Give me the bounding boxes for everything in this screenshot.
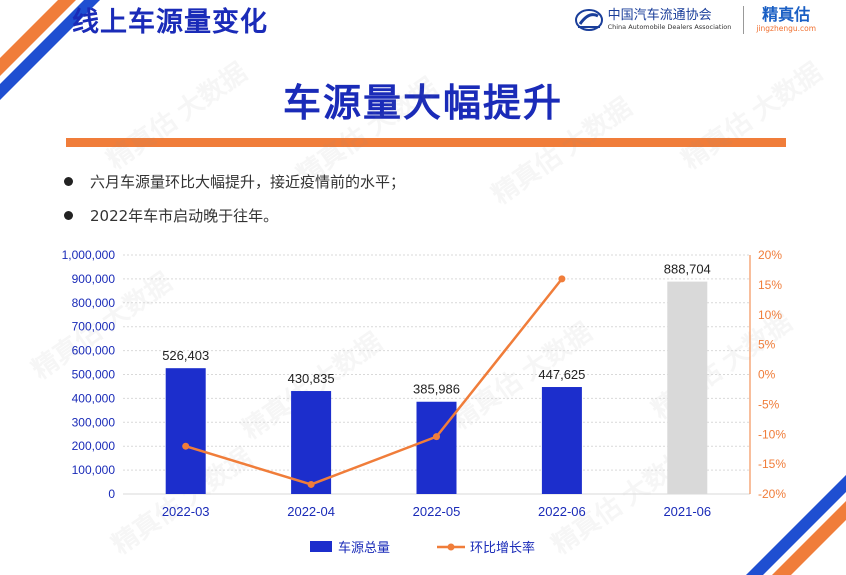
line-series <box>182 275 566 488</box>
org-name: 中国汽车流通协会 <box>607 8 712 23</box>
x-tick-label: 2022-05 <box>413 504 461 519</box>
x-tick-label: 2021-06 <box>663 504 711 519</box>
y-left-tick-label: 600,000 <box>72 344 116 358</box>
y-left-tick-label: 500,000 <box>72 368 116 382</box>
y-left-tick-label: 900,000 <box>72 272 116 286</box>
bullet-item: 2022年车市启动晚于往年。 <box>64 198 405 232</box>
legend-line-label: 环比增长率 <box>470 540 535 555</box>
bar <box>165 368 206 494</box>
y-right-tick-label: 15% <box>758 278 782 292</box>
watermark-text: 精真估 大数据 <box>486 92 637 210</box>
growth-rate-line <box>185 278 563 486</box>
x-tick-label: 2022-06 <box>538 504 586 519</box>
watermark-text: 精真估 大数据 <box>291 72 442 190</box>
bar-series: 526,403 430,835 385,986 447,625 888,704 <box>162 262 711 494</box>
x-tick-label: 2022-04 <box>287 504 335 519</box>
y-left-tick-label: 0 <box>108 487 115 501</box>
bar-data-label: 447,625 <box>538 367 585 382</box>
main-title: 车源量大幅提升 <box>282 81 563 125</box>
chart-legend: 车源总量 环比增长率 <box>310 540 535 555</box>
y-right-tick-label: 20% <box>758 248 782 262</box>
title-underline-bar <box>66 138 786 147</box>
org-name-en: China Automobile Dealers Association <box>607 23 732 31</box>
logo-divider <box>743 6 745 34</box>
bar <box>291 391 332 494</box>
bar-data-label: 430,835 <box>288 371 335 386</box>
y-right-tick-label: -15% <box>758 457 786 471</box>
bar <box>667 281 708 494</box>
bullet-text: 六月车源量环比大幅提升，接近疫情前的水平； <box>90 172 406 191</box>
y-right-tick-label: -20% <box>758 487 786 501</box>
brand-url: jingzhengu.com <box>756 24 816 33</box>
bar-data-label: 526,403 <box>162 348 209 363</box>
cada-logo: 中国汽车流通协会 China Automobile Dealers Associ… <box>574 7 732 33</box>
legend-bar-swatch <box>310 541 332 552</box>
growth-rate-point <box>307 480 315 488</box>
growth-rate-point <box>433 433 440 441</box>
axis-labels: 0 100,000 200,000 300,000 400,000 500,000 600,… <box>62 248 787 519</box>
header-logos: 中国汽车流通协会 China Automobile Dealers Associ… <box>574 6 816 34</box>
brand-name: 精真估 <box>762 5 811 24</box>
y-left-tick-label: 200,000 <box>72 439 116 453</box>
y-right-tick-label: -10% <box>758 427 786 441</box>
growth-rate-point <box>558 275 566 283</box>
bar-data-label: 385,986 <box>413 382 460 397</box>
jingzhengu-logo: 精真估 jingzhengu.com <box>756 6 816 34</box>
y-left-tick-label: 300,000 <box>72 415 116 429</box>
legend-bar-label: 车源总量 <box>338 540 390 555</box>
y-left-tick-label: 700,000 <box>72 320 116 334</box>
y-left-tick-label: 800,000 <box>72 296 116 310</box>
legend-line-marker <box>447 543 455 551</box>
x-tick-label: 2022-03 <box>162 504 210 519</box>
bar <box>416 401 457 494</box>
y-left-tick-label: 100,000 <box>72 463 116 477</box>
y-right-tick-label: -5% <box>758 397 780 411</box>
bar-data-label: 888,704 <box>664 262 711 277</box>
watermark-text: 精真估 大数据 <box>101 57 252 175</box>
y-left-tick-label: 400,000 <box>72 391 116 405</box>
y-right-tick-label: 10% <box>758 308 782 322</box>
watermark-text: 精真估 大数据 <box>676 57 827 175</box>
bullet-dot-icon <box>64 210 73 220</box>
bar <box>541 387 582 494</box>
y-left-tick-label: 1,000,000 <box>62 248 116 262</box>
y-right-tick-label: 5% <box>758 338 776 352</box>
bullet-dot-icon <box>64 176 73 186</box>
bullet-item: 六月车源量环比大幅提升，接近疫情前的水平； <box>64 164 405 198</box>
bullet-list: 六月车源量环比大幅提升，接近疫情前的水平； 2022年车市启动晚于往年。 <box>64 164 405 232</box>
y-right-tick-label: 0% <box>758 368 776 382</box>
section-title: 线上车源量变化 <box>72 7 268 38</box>
cada-emblem-icon <box>574 9 603 31</box>
growth-rate-point <box>182 442 190 450</box>
bullet-text: 2022年车市启动晚于往年。 <box>90 206 279 225</box>
